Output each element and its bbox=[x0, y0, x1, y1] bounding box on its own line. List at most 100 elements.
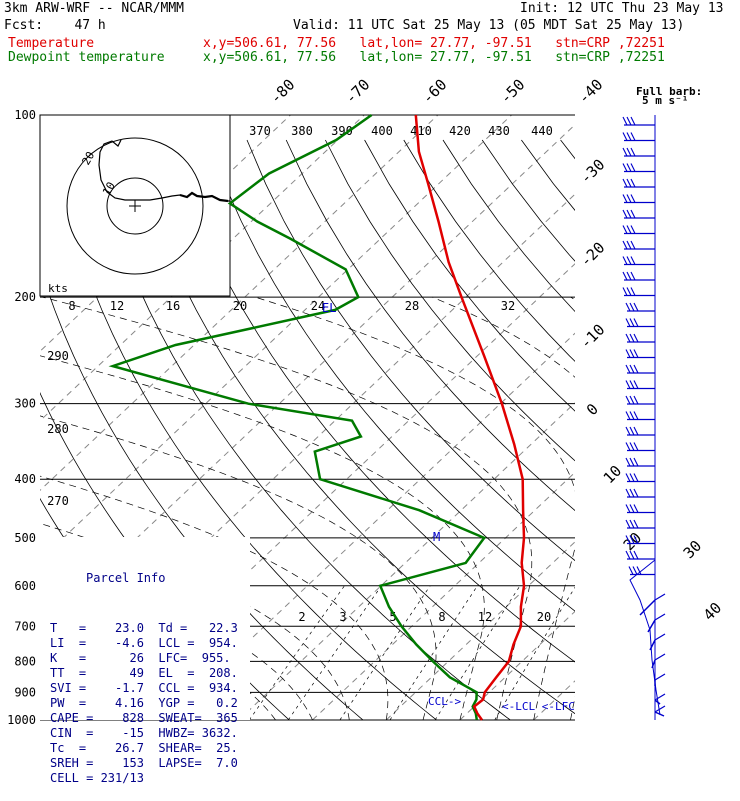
model-title: 3km ARW-WRF -- NCAR/MMM bbox=[4, 1, 185, 16]
wind-barb-flag bbox=[636, 566, 642, 575]
pressure-tick-label: 400 bbox=[14, 472, 36, 486]
wind-barb-flag bbox=[633, 426, 639, 436]
wind-barb-column bbox=[622, 115, 666, 720]
wind-barb-flag bbox=[622, 163, 628, 172]
isotherm-line bbox=[385, 541, 575, 720]
wind-barb-flag bbox=[626, 271, 632, 281]
dry-adiabat bbox=[560, 139, 575, 160]
mixing-ratio-label: 20 bbox=[233, 299, 247, 313]
wind-barb-flag bbox=[629, 318, 635, 327]
wind-barb-flag bbox=[633, 473, 639, 482]
theta-label: 280 bbox=[47, 422, 69, 436]
wind-barb-flag bbox=[622, 132, 628, 141]
wind-barb-flag bbox=[629, 380, 635, 389]
pressure-tick-label: 800 bbox=[14, 654, 36, 668]
isotherm-label: -70 bbox=[342, 76, 374, 108]
wind-barb-flag bbox=[633, 535, 639, 544]
wind-barb-flag bbox=[629, 395, 635, 405]
mixing-ratio-label: 12 bbox=[110, 299, 124, 313]
dewpoint-location: x,y=506.61, 77.56 lat,lon= 27.77, -97.51… bbox=[203, 50, 665, 65]
wind-barb-flag bbox=[633, 364, 639, 374]
wind-barb-flag bbox=[622, 116, 628, 126]
parcel-info-row: CELL = 231/13 bbox=[50, 771, 144, 785]
wind-barb-flag bbox=[633, 504, 639, 513]
el-marker: EL bbox=[322, 301, 336, 315]
isotherm-labels: -80 -70 -60 -50 -40 -30 -20 -10 0 10 20 30 40 bbox=[267, 76, 726, 625]
wind-barb-flag bbox=[622, 147, 628, 157]
wind-barb-flag bbox=[629, 504, 635, 513]
mixing-ratio-line bbox=[248, 585, 345, 720]
theta-label: 290 bbox=[47, 349, 69, 363]
wind-barb-flag bbox=[626, 256, 632, 265]
theta-label: 410 bbox=[410, 124, 432, 138]
dry-adiabat bbox=[481, 139, 575, 262]
dry-adiabat bbox=[717, 140, 740, 733]
wind-barb-flag bbox=[633, 488, 639, 498]
isotherm-line bbox=[459, 610, 575, 720]
wind-barb-flag bbox=[632, 566, 638, 575]
parcel-info-row: TT = 49 EL = 208. bbox=[50, 666, 238, 680]
wind-barb-flag bbox=[625, 473, 631, 482]
wind-barb-flag bbox=[630, 178, 636, 188]
temperature-location: x,y=506.61, 77.56 lat,lon= 27.77, -97.51… bbox=[203, 36, 665, 51]
mixing-ratio-line bbox=[494, 586, 575, 720]
isotherm-label: -80 bbox=[267, 76, 299, 108]
wind-barb bbox=[639, 599, 656, 616]
parcel-info-row: Tc = 26.7 SHEAR= 25. bbox=[50, 741, 238, 755]
isotherm-label: -50 bbox=[497, 76, 529, 108]
wind-barb-flag bbox=[626, 116, 632, 126]
wind-barb-flag bbox=[629, 333, 635, 343]
wind-barb-flag bbox=[629, 349, 635, 358]
theta-label: 400 bbox=[371, 124, 393, 138]
dry-adiabat bbox=[600, 140, 740, 733]
wind-barb-flag bbox=[630, 132, 636, 141]
wind-barb-flag bbox=[625, 550, 631, 560]
dry-adiabat bbox=[168, 139, 575, 663]
dry-adiabat bbox=[364, 139, 575, 412]
wind-key-line2: 5 m s⁻¹ bbox=[642, 94, 688, 107]
wind-barb-flag bbox=[654, 673, 666, 681]
mixing-ratio-line bbox=[339, 585, 431, 720]
wind-barb bbox=[647, 619, 656, 633]
wind-barb-flag bbox=[625, 318, 631, 327]
wind-barb-flag bbox=[654, 593, 666, 601]
wind-barb-flag bbox=[622, 271, 628, 281]
isotherm-line bbox=[40, 115, 365, 422]
wind-barb-flag bbox=[629, 442, 635, 451]
mixing-ratio-label: 16 bbox=[166, 299, 180, 313]
theta-label: 430 bbox=[488, 124, 510, 138]
wind-barb-flag bbox=[633, 302, 639, 312]
theta-label: 270 bbox=[47, 494, 69, 508]
wind-barb-flag bbox=[629, 457, 635, 467]
dry-adiabat bbox=[129, 139, 575, 715]
mixing-ratio-label: 3 bbox=[339, 610, 346, 624]
wind-barb-flag bbox=[625, 395, 631, 405]
parcel-info-row: SVI = -1.7 CCL = 934. bbox=[50, 681, 238, 695]
lcl-lfc-marker: <-LCL <-LFC bbox=[502, 700, 575, 713]
wind-barb-flag bbox=[654, 693, 666, 701]
parcel-info-row: K = 26 LFC= 955. bbox=[50, 651, 231, 665]
wind-barb-flag bbox=[633, 442, 639, 451]
mixing-ratio-label: 24 bbox=[311, 299, 325, 313]
hodograph-ring-inner bbox=[106, 177, 164, 235]
isotherm-line bbox=[681, 115, 740, 720]
wind-barb-flag bbox=[629, 364, 635, 374]
pressure-tick-label: 900 bbox=[14, 685, 36, 699]
wind-barb-flag bbox=[630, 163, 636, 172]
isotherm-label: 40 bbox=[700, 599, 726, 625]
dry-adiabat bbox=[678, 140, 740, 733]
isotherm-label: 0 bbox=[583, 400, 602, 419]
m-marker: M bbox=[433, 530, 440, 544]
dry-adiabat bbox=[325, 139, 575, 462]
isotherm-line bbox=[312, 471, 575, 720]
theta-label: 390 bbox=[331, 124, 353, 138]
mixing-ratio-label: 2 bbox=[298, 610, 305, 624]
isotherm-line bbox=[607, 115, 740, 720]
wind-barb-flag bbox=[622, 194, 628, 203]
wind-barb-flag bbox=[654, 705, 666, 713]
wind-barb-flag bbox=[625, 333, 631, 343]
wind-barb-flag bbox=[654, 633, 666, 641]
wind-barb-flag bbox=[622, 287, 628, 296]
mixing-ratio-label: 5 bbox=[389, 610, 396, 624]
